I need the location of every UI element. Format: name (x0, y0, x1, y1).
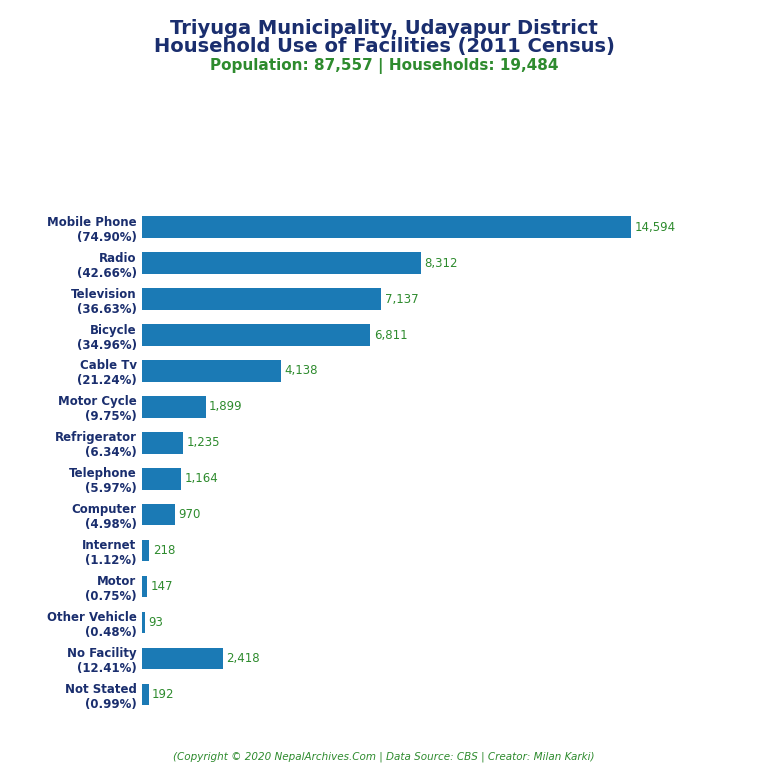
Bar (142, 647, 223, 669)
Text: 1,164: 1,164 (184, 472, 218, 485)
Bar (142, 360, 281, 382)
Bar (142, 504, 174, 525)
Text: 4,138: 4,138 (284, 365, 318, 377)
Text: 218: 218 (153, 545, 175, 557)
Text: 1,235: 1,235 (187, 436, 220, 449)
Text: 147: 147 (151, 580, 173, 593)
Text: Household Use of Facilities (2011 Census): Household Use of Facilities (2011 Census… (154, 37, 614, 56)
Text: 8,312: 8,312 (424, 257, 458, 270)
Text: 2,418: 2,418 (227, 652, 260, 665)
Bar (142, 576, 147, 598)
Text: 1,899: 1,899 (209, 400, 243, 413)
Bar (142, 288, 381, 310)
Bar (142, 324, 370, 346)
Bar (142, 540, 150, 561)
Text: 14,594: 14,594 (634, 220, 676, 233)
Text: (Copyright © 2020 NepalArchives.Com | Data Source: CBS | Creator: Milan Karki): (Copyright © 2020 NepalArchives.Com | Da… (174, 751, 594, 762)
Text: 192: 192 (152, 688, 174, 701)
Text: Triyuga Municipality, Udayapur District: Triyuga Municipality, Udayapur District (170, 19, 598, 38)
Text: Population: 87,557 | Households: 19,484: Population: 87,557 | Households: 19,484 (210, 58, 558, 74)
Bar (142, 468, 181, 489)
Text: 93: 93 (148, 616, 164, 629)
Bar (142, 432, 184, 454)
Text: 970: 970 (178, 508, 200, 521)
Bar (142, 217, 631, 238)
Bar (142, 396, 206, 418)
Bar (142, 612, 145, 634)
Text: 6,811: 6,811 (374, 329, 407, 342)
Bar (142, 253, 421, 274)
Text: 7,137: 7,137 (385, 293, 419, 306)
Bar (142, 684, 148, 705)
